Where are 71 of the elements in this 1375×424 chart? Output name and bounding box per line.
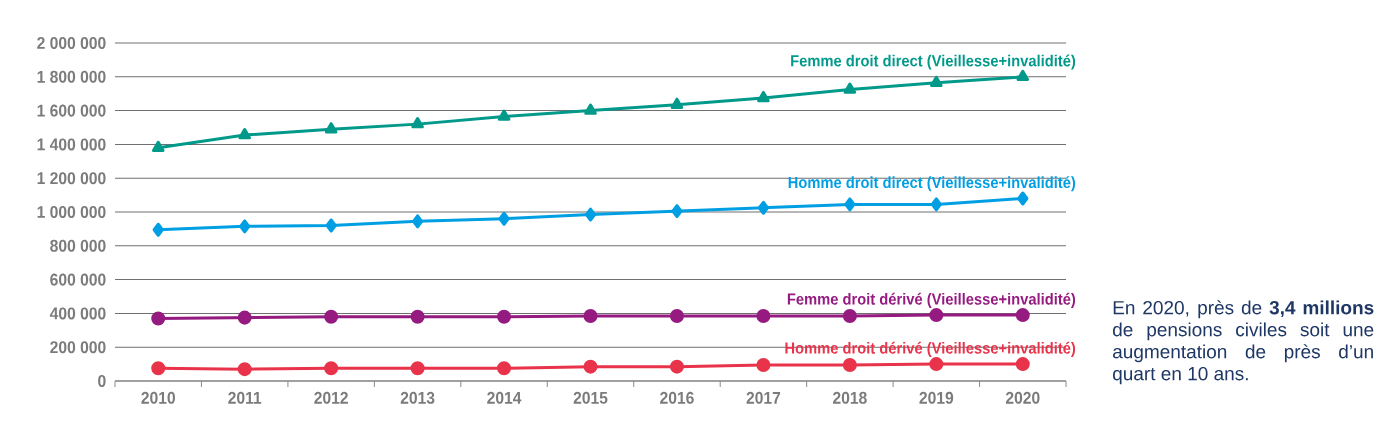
point — [237, 362, 252, 377]
point — [151, 311, 166, 326]
series-label: Homme droit dérivé (Vieillesse+invalidité) — [785, 341, 1076, 357]
point — [497, 309, 512, 324]
point — [929, 308, 944, 323]
point — [756, 357, 771, 372]
x-tick-label: 2019 — [919, 391, 954, 404]
point — [842, 308, 857, 323]
point — [151, 140, 165, 153]
x-tick-label: 2017 — [746, 391, 781, 404]
y-tick-label: 200 000 — [50, 341, 106, 354]
y-tick-label: 1 400 000 — [37, 138, 106, 151]
point — [930, 75, 943, 87]
y-tick-label: 800 000 — [50, 239, 106, 252]
point — [410, 361, 425, 376]
point — [756, 308, 771, 323]
y-tick-label: 0 — [98, 374, 106, 388]
point — [670, 97, 684, 109]
x-tick-label: 2014 — [487, 391, 522, 404]
point — [671, 204, 683, 219]
y-tick-label: 400 000 — [49, 307, 106, 320]
point — [1017, 191, 1029, 206]
point — [324, 361, 339, 376]
x-tick-label: 2020 — [1005, 391, 1040, 404]
point — [1015, 357, 1030, 372]
series-label: Homme droit direct (Vieillesse+invalidité) — [788, 176, 1076, 192]
point — [1015, 308, 1030, 323]
point — [239, 219, 251, 234]
y-tick-label: 2 000 000 — [37, 36, 106, 50]
point — [584, 207, 597, 222]
y-tick-label: 1 000 000 — [37, 205, 106, 219]
point — [497, 361, 512, 376]
point — [237, 310, 252, 325]
point — [930, 197, 942, 212]
point — [669, 359, 684, 374]
point — [498, 211, 510, 226]
y-tick-label: 600 000 — [50, 273, 106, 286]
point — [411, 214, 424, 229]
point — [757, 90, 770, 103]
point — [324, 122, 338, 134]
x-tick-label: 2013 — [400, 391, 435, 404]
point — [583, 308, 598, 323]
point — [1016, 69, 1030, 82]
x-tick-label: 2012 — [314, 391, 348, 404]
x-tick-label: 2015 — [573, 391, 608, 404]
text: En 2020, près de 3,4 millions de pensions civiles soit une augmentation de près d’un quart en 10 ans. — [1113, 300, 1374, 385]
point — [325, 218, 337, 233]
point — [584, 103, 597, 115]
point — [757, 200, 770, 215]
point — [411, 117, 424, 129]
point — [583, 359, 598, 374]
point — [410, 309, 425, 324]
point — [929, 357, 944, 372]
x-tick-label: 2010 — [141, 391, 175, 404]
point — [844, 197, 856, 212]
y-tick-label: 1 800 000 — [37, 70, 106, 83]
x-tick-label: 2016 — [660, 391, 694, 404]
x-tick-label: 2018 — [833, 391, 867, 404]
point — [151, 361, 166, 376]
point — [152, 222, 164, 237]
point — [324, 309, 339, 324]
point — [669, 308, 684, 323]
y-tick-label: 1 200 000 — [37, 172, 106, 185]
point — [843, 82, 857, 94]
point — [842, 357, 857, 372]
x-tick-label: 2011 — [228, 391, 262, 404]
series-label: Femme droit dérivé (Vieillesse+invalidité) — [787, 292, 1076, 308]
point — [238, 128, 251, 140]
y-tick-label: 1 600 000 — [37, 104, 106, 117]
point — [497, 109, 511, 121]
series-label: Femme droit direct (Vieillesse+invalidité) — [791, 54, 1076, 70]
